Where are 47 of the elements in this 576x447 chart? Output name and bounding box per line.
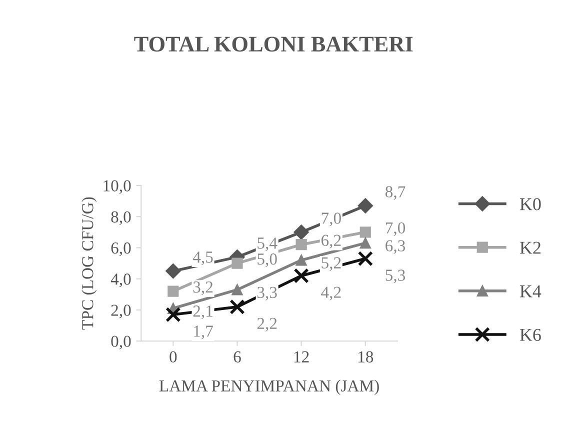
point xyxy=(166,263,181,279)
data-label: 4,2 xyxy=(321,286,341,300)
y-axis-title: TPC (LOG CFU/G) xyxy=(82,197,97,330)
data-label: 6,3 xyxy=(386,240,406,254)
data-label: 5,2 xyxy=(322,257,341,271)
data-label: 6,2 xyxy=(321,234,341,248)
data-label: 4,5 xyxy=(192,252,213,266)
data-label: 3,2 xyxy=(193,281,213,296)
y-tick-label: 0,0 xyxy=(111,336,131,350)
x-tick-label: 12 xyxy=(294,351,309,362)
data-label: 2,2 xyxy=(257,318,277,332)
point xyxy=(358,198,373,214)
x-tick-label: 0 xyxy=(170,351,177,363)
point xyxy=(358,250,374,266)
x-tick-label: 18 xyxy=(358,351,374,363)
y-tick-label: 2,0 xyxy=(111,304,131,318)
data-label: 7,0 xyxy=(386,222,406,236)
legend-label: K2 xyxy=(520,242,540,254)
y-tick-label: 6,0 xyxy=(111,242,131,256)
data-label: 3,3 xyxy=(257,286,277,300)
point xyxy=(294,224,309,240)
y-tick-label: 10,0 xyxy=(104,180,131,194)
point xyxy=(296,254,307,266)
point xyxy=(168,286,179,297)
y-tick-label: 4,0 xyxy=(110,274,131,288)
legend-label: K0 xyxy=(520,198,541,210)
point xyxy=(296,239,307,250)
legend-label: K4 xyxy=(520,285,542,298)
x-tick-label: 6 xyxy=(234,351,241,363)
point xyxy=(232,284,243,296)
point xyxy=(360,226,371,238)
data-label: 5,0 xyxy=(258,253,277,268)
data-label: 5,3 xyxy=(386,270,406,284)
point xyxy=(294,268,309,284)
point xyxy=(166,306,181,322)
data-label: 2,1 xyxy=(193,306,212,320)
y-tick-label: 8,0 xyxy=(111,211,131,225)
x-axis-title: LAMA PENYIMPANAN (JAM) xyxy=(159,380,379,395)
point xyxy=(230,299,245,314)
point xyxy=(232,258,243,269)
legend-label: K6 xyxy=(520,328,541,341)
chart-title: TOTAL KOLONI BAKTERI xyxy=(134,36,413,52)
data-label: 7,0 xyxy=(322,212,341,226)
data-label: 8,7 xyxy=(385,186,406,200)
data-label: 5,4 xyxy=(258,238,278,252)
data-label: 1,7 xyxy=(194,326,213,340)
point xyxy=(360,238,371,249)
